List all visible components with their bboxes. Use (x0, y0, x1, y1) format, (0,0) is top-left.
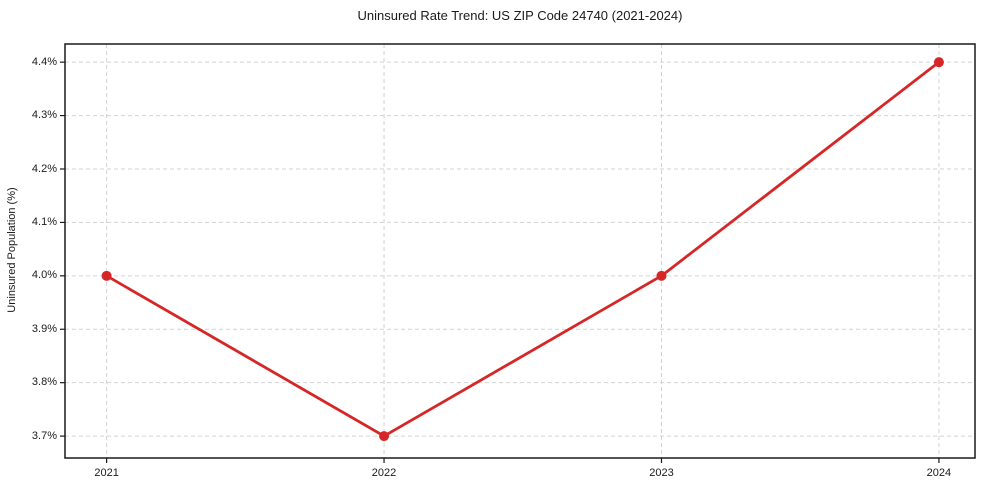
trend-line (105, 60, 941, 438)
x-tick-label: 2023 (649, 467, 674, 479)
chart-title: Uninsured Rate Trend: US ZIP Code 24740 … (357, 8, 683, 23)
data-point-marker (379, 431, 390, 442)
y-tick-label: 4.4% (31, 55, 57, 68)
y-tick-label: 3.9% (31, 322, 57, 335)
y-tick-label: 4.1% (31, 215, 57, 228)
y-tick-label: 3.8% (31, 376, 57, 389)
y-tick-label: 4.0% (31, 269, 57, 282)
chart-canvas (60, 43, 976, 463)
plot-area (60, 43, 976, 463)
y-tick-label: 3.7% (31, 429, 57, 442)
data-point-marker (101, 270, 112, 281)
data-point-marker (933, 57, 944, 68)
y-tick-label: 4.2% (31, 162, 57, 175)
x-tick-label: 2021 (94, 467, 119, 479)
plot-border (64, 43, 976, 459)
x-tick-label: 2022 (371, 467, 397, 479)
data-point-marker (656, 270, 667, 281)
y-tick-label: 4.3% (31, 109, 57, 122)
x-tick-label: 2024 (926, 467, 952, 479)
